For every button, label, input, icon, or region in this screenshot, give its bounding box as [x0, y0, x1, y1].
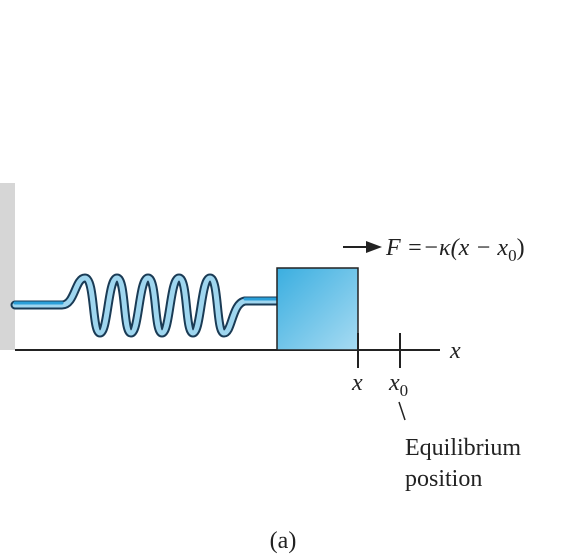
- subscript: 0: [508, 246, 517, 265]
- force-text-end: ): [517, 235, 525, 261]
- tick-label: x: [351, 370, 363, 396]
- force-text: F =−κ(x − x: [385, 235, 508, 261]
- equilibrium-label: position: [405, 466, 482, 492]
- axis-label: x: [449, 338, 461, 364]
- pointer: [398, 401, 406, 421]
- equilibrium-label: Equilibrium: [405, 435, 521, 461]
- spring: [10, 273, 282, 338]
- wall: [0, 183, 15, 350]
- tick-text: x: [388, 370, 400, 396]
- subscript: 0: [400, 381, 409, 400]
- arrow-head: [366, 241, 382, 253]
- caption: (a): [270, 528, 297, 554]
- tick-label: x0: [388, 370, 408, 400]
- force-label: F =−κ(x − x0): [385, 235, 525, 265]
- mass-block: [276, 267, 359, 351]
